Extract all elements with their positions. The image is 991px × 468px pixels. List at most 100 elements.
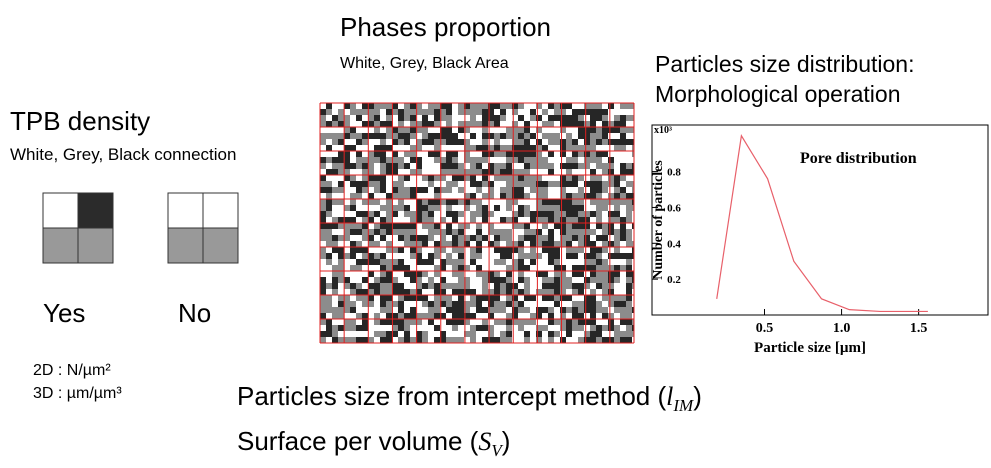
micro-cell: [392, 151, 398, 157]
micro-cell: [332, 217, 338, 223]
micro-cell: [572, 217, 578, 223]
micro-cell: [602, 259, 608, 265]
micro-cell: [344, 163, 350, 169]
micro-cell: [566, 145, 572, 151]
micro-cell: [488, 133, 494, 139]
micro-cell: [578, 187, 584, 193]
micro-cell: [452, 319, 458, 325]
micro-cell: [632, 103, 634, 109]
micro-cell: [350, 127, 356, 133]
micro-cell: [428, 205, 434, 211]
micro-cell: [590, 307, 596, 313]
micro-cell: [548, 313, 554, 319]
micro-cell: [596, 283, 602, 289]
micro-cell: [590, 169, 596, 175]
micro-cell: [560, 265, 566, 271]
micro-cell: [494, 289, 500, 295]
micro-cell: [398, 133, 404, 139]
micro-cell: [380, 157, 386, 163]
micro-cell: [410, 229, 416, 235]
micro-cell: [464, 289, 470, 295]
micro-cell: [560, 217, 566, 223]
micro-cell: [404, 211, 410, 217]
micro-cell: [368, 133, 374, 139]
micro-cell: [338, 313, 344, 319]
micro-cell: [398, 181, 404, 187]
micro-cell: [530, 151, 536, 157]
micro-cell: [518, 175, 524, 181]
micro-cell: [326, 223, 332, 229]
micro-cell: [560, 337, 566, 343]
micro-cell: [452, 211, 458, 217]
micro-cell: [482, 115, 488, 121]
micro-cell: [386, 283, 392, 289]
micro-cell: [596, 163, 602, 169]
micro-cell: [554, 271, 560, 277]
micro-cell: [494, 319, 500, 325]
micro-cell: [440, 277, 446, 283]
micro-cell: [578, 109, 584, 115]
micro-cell: [566, 163, 572, 169]
x-tick-label: 1.5: [910, 321, 928, 336]
micro-cell: [350, 283, 356, 289]
micro-cell: [530, 313, 536, 319]
micro-cell: [452, 271, 458, 277]
micro-cell: [590, 193, 596, 199]
micro-cell: [494, 175, 500, 181]
micro-cell: [578, 193, 584, 199]
micro-cell: [548, 241, 554, 247]
micro-cell: [578, 223, 584, 229]
micro-cell: [596, 151, 602, 157]
micro-cell: [320, 181, 326, 187]
micro-cell: [398, 235, 404, 241]
micro-cell: [392, 133, 398, 139]
micro-cell: [476, 109, 482, 115]
micro-cell: [572, 175, 578, 181]
micro-cell: [560, 307, 566, 313]
micro-cell: [578, 199, 584, 205]
micro-cell: [386, 277, 392, 283]
micro-cell: [392, 157, 398, 163]
micro-cell: [374, 115, 380, 121]
micro-cell: [620, 337, 626, 343]
micro-cell: [488, 145, 494, 151]
micro-cell: [368, 253, 374, 259]
micro-cell: [392, 211, 398, 217]
micro-cell: [434, 103, 440, 109]
micro-cell: [398, 115, 404, 121]
micro-cell: [380, 283, 386, 289]
micro-cell: [554, 283, 560, 289]
micro-cell: [392, 331, 398, 337]
micro-cell: [362, 301, 368, 307]
micro-cell: [320, 295, 326, 301]
micro-cell: [560, 199, 566, 205]
micro-cell: [434, 313, 440, 319]
micro-cell: [458, 265, 464, 271]
micro-cell: [374, 145, 380, 151]
micro-cell: [440, 313, 446, 319]
micro-cell: [458, 187, 464, 193]
micro-cell: [566, 277, 572, 283]
micro-cell: [560, 241, 566, 247]
micro-cell: [386, 217, 392, 223]
micro-cell: [452, 175, 458, 181]
micro-cell: [380, 133, 386, 139]
micro-cell: [428, 313, 434, 319]
micro-cell: [566, 157, 572, 163]
micro-cell: [326, 229, 332, 235]
unit-3d: 3D : µm/µm³: [33, 385, 122, 402]
micro-cell: [536, 271, 542, 277]
micro-cell: [512, 157, 518, 163]
micro-cell: [500, 103, 506, 109]
micro-cell: [590, 259, 596, 265]
micro-cell: [620, 103, 626, 109]
micro-cell: [386, 193, 392, 199]
micro-cell: [320, 175, 326, 181]
micro-cell: [392, 247, 398, 253]
micro-cell: [626, 265, 632, 271]
micro-cell: [542, 283, 548, 289]
micro-cell: [608, 169, 614, 175]
micro-cell: [326, 211, 332, 217]
micro-cell: [560, 187, 566, 193]
micro-cell: [536, 163, 542, 169]
